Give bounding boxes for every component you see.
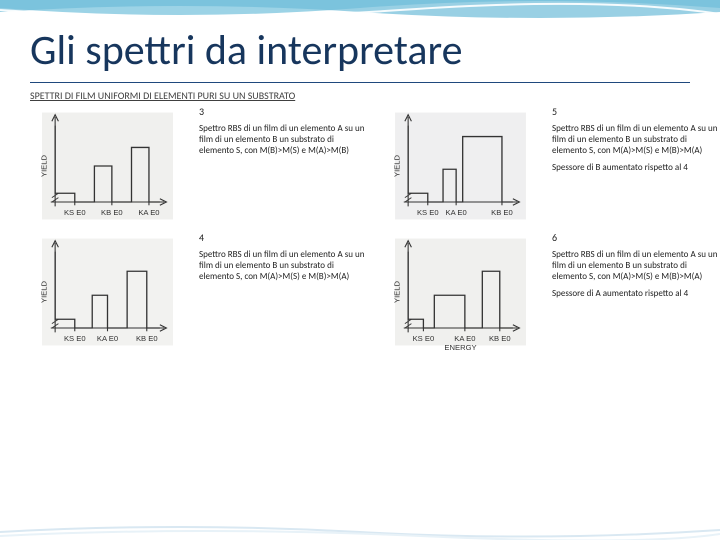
subtitle: SPETTRI DI FILM UNIFORMI DI ELEMENTI PUR… — [0, 89, 720, 106]
page-title: Gli spettri da interpretare — [0, 0, 720, 78]
chart-panel-4: KS E0 KA E0 KB E0 YIELD — [20, 232, 195, 352]
chart-panel-5: KS E0 KA E0 KB E0 YIELD — [373, 106, 548, 226]
svg-text:KA E0: KA E0 — [97, 334, 118, 343]
svg-text:KS E0: KS E0 — [413, 334, 435, 343]
svg-text:KB E0: KB E0 — [101, 208, 123, 217]
chart-panel-6: KS E0 KA E0 KB E0 YIELD ENERGY — [373, 232, 548, 352]
text-panel-6: 6 Spettro RBS di un film di un elemento … — [552, 232, 720, 352]
svg-text:YIELD: YIELD — [39, 154, 48, 177]
svg-text:YIELD: YIELD — [39, 280, 48, 303]
panel-description: Spettro RBS di un film di un elemento A … — [199, 123, 365, 157]
panel-number: 6 — [552, 232, 718, 245]
svg-text:YIELD: YIELD — [392, 280, 401, 303]
panel-extra: Spessore di B aumentato rispetto al 4 — [552, 162, 718, 173]
svg-text:KA E0: KA E0 — [454, 334, 475, 343]
svg-text:ENERGY: ENERGY — [444, 343, 476, 352]
svg-text:YIELD: YIELD — [392, 154, 401, 177]
svg-text:KS E0: KS E0 — [417, 208, 439, 217]
spectra-grid: KS E0 KB E0 KA E0 YIELD 3 Spettro RBS di un… — [0, 106, 720, 352]
panel-number: 3 — [199, 106, 365, 119]
panel-description: Spettro RBS di un film di un elemento A … — [199, 249, 365, 283]
svg-text:KB E0: KB E0 — [136, 334, 158, 343]
svg-text:KA E0: KA E0 — [446, 208, 467, 217]
panel-number: 5 — [552, 106, 718, 119]
text-panel-5: 5 Spettro RBS di un film di un elemento … — [552, 106, 720, 226]
title-underline — [30, 82, 690, 83]
svg-text:KS E0: KS E0 — [64, 208, 86, 217]
panel-extra: Spessore di A aumentato rispetto al 4 — [552, 288, 718, 299]
text-panel-3: 3 Spettro RBS di un film di un elemento … — [199, 106, 369, 226]
svg-text:KS E0: KS E0 — [64, 334, 86, 343]
panel-number: 4 — [199, 232, 365, 245]
svg-text:KB E0: KB E0 — [491, 208, 513, 217]
footer-wave-decoration — [0, 522, 720, 540]
text-panel-4: 4 Spettro RBS di un film di un elemento … — [199, 232, 369, 352]
panel-description: Spettro RBS di un film di un elemento A … — [552, 123, 718, 157]
chart-panel-3: KS E0 KB E0 KA E0 YIELD — [20, 106, 195, 226]
svg-text:KA E0: KA E0 — [138, 208, 159, 217]
panel-description: Spettro RBS di un film di un elemento A … — [552, 249, 718, 283]
svg-text:KB E0: KB E0 — [489, 334, 511, 343]
